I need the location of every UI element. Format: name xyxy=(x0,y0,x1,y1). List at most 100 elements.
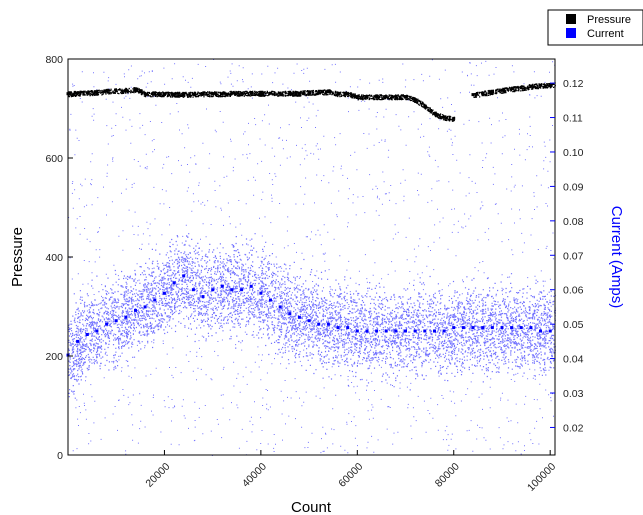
current-point xyxy=(375,329,379,333)
pressure-point xyxy=(249,91,253,95)
current-point xyxy=(269,298,272,302)
y-axis-title: Pressure xyxy=(9,227,26,287)
pressure-point xyxy=(288,91,292,95)
current-point xyxy=(404,329,407,333)
pressure-point xyxy=(259,91,263,95)
current-point xyxy=(85,333,89,336)
pressure-point xyxy=(481,91,485,95)
current-point xyxy=(153,298,157,302)
pressure-point xyxy=(413,98,417,102)
y2-tick-label: 0.11 xyxy=(563,113,583,125)
legend-label-pressure: Pressure xyxy=(587,14,631,26)
pressure-point xyxy=(201,92,205,96)
current-point xyxy=(182,274,186,278)
y-tick-label: 800 xyxy=(45,54,63,66)
x-tick-label: 20000 xyxy=(143,461,172,490)
pressure-point xyxy=(510,87,514,91)
x-axis-title: Count xyxy=(291,499,332,515)
x-tick-label: 40000 xyxy=(240,461,269,490)
current-point xyxy=(134,308,137,312)
pressure-point xyxy=(134,87,137,91)
current-point xyxy=(307,319,311,323)
current-point xyxy=(95,329,99,333)
pressure-point xyxy=(191,92,195,96)
pressure-noise xyxy=(68,82,556,122)
current-point xyxy=(394,329,398,333)
pressure-point xyxy=(346,92,350,96)
pressure-point xyxy=(143,92,147,96)
pressure-point xyxy=(95,90,99,94)
y-tick-label: 200 xyxy=(45,351,63,363)
current-point xyxy=(510,326,514,330)
x-tick-label: 60000 xyxy=(336,461,365,490)
pressure-point xyxy=(114,89,118,93)
pressure-series xyxy=(66,83,552,120)
pressure-point xyxy=(355,95,359,99)
y2-tick-label: 0.07 xyxy=(563,250,584,262)
current-point xyxy=(240,288,244,292)
current-point xyxy=(317,322,321,326)
pressure-point xyxy=(519,86,523,90)
pressure-point xyxy=(442,115,446,119)
pressure-point xyxy=(394,95,398,99)
y2-tick-label: 0.02 xyxy=(563,422,584,434)
current-point xyxy=(230,288,234,292)
scatter-noise xyxy=(68,59,556,456)
current-point xyxy=(201,295,205,299)
plot-frame xyxy=(67,58,556,456)
current-point xyxy=(490,326,494,330)
current-point xyxy=(249,284,253,288)
pressure-point xyxy=(85,91,89,95)
legend-box xyxy=(547,9,643,46)
pressure-point xyxy=(211,92,215,96)
current-point xyxy=(278,305,282,309)
y2-axis-title: Current (Amps) xyxy=(608,206,625,309)
current-point xyxy=(172,281,176,285)
pressure-point xyxy=(240,91,244,95)
y-tick-label: 600 xyxy=(45,153,63,165)
y-tick-label: 0 xyxy=(57,450,63,462)
current-point xyxy=(500,326,504,330)
pressure-point xyxy=(105,89,109,93)
pressure-point xyxy=(490,90,494,94)
x-tick-label: 80000 xyxy=(433,461,462,490)
pressure-point xyxy=(404,95,407,99)
pressure-point xyxy=(548,83,552,87)
current-point xyxy=(297,315,301,319)
current-point xyxy=(259,291,263,295)
current-point xyxy=(423,329,427,333)
pressure-point xyxy=(375,95,379,99)
pressure-point xyxy=(307,90,311,94)
current-point xyxy=(326,322,330,326)
current-point xyxy=(519,326,523,330)
current-point xyxy=(452,326,456,330)
pressure-point xyxy=(336,92,340,96)
y2-tick-label: 0.03 xyxy=(563,388,584,400)
current-point xyxy=(114,319,118,323)
pressure-point xyxy=(172,92,176,96)
pressure-point xyxy=(76,91,80,95)
y2-tick-label: 0.08 xyxy=(563,216,584,228)
y2-tick-label: 0.04 xyxy=(563,354,584,366)
pressure-point xyxy=(433,111,436,115)
current-series xyxy=(66,274,552,357)
current-point xyxy=(211,288,215,292)
pressure-point xyxy=(162,92,166,96)
current-point xyxy=(384,329,388,333)
pressure-point xyxy=(230,91,234,95)
pressure-point xyxy=(269,91,272,95)
pressure-point xyxy=(297,91,301,95)
current-point xyxy=(105,322,109,326)
current-point xyxy=(413,329,417,333)
y2-tick-label: 0.12 xyxy=(563,78,584,90)
current-point xyxy=(288,312,292,316)
pressure-point xyxy=(529,84,533,88)
legend-label-current: Current xyxy=(587,28,624,40)
current-point xyxy=(461,326,465,330)
current-point xyxy=(220,284,224,288)
legend: Pressure Current xyxy=(547,9,643,46)
y-tick-label: 400 xyxy=(45,252,63,264)
current-point xyxy=(433,329,436,333)
current-point xyxy=(143,305,147,309)
